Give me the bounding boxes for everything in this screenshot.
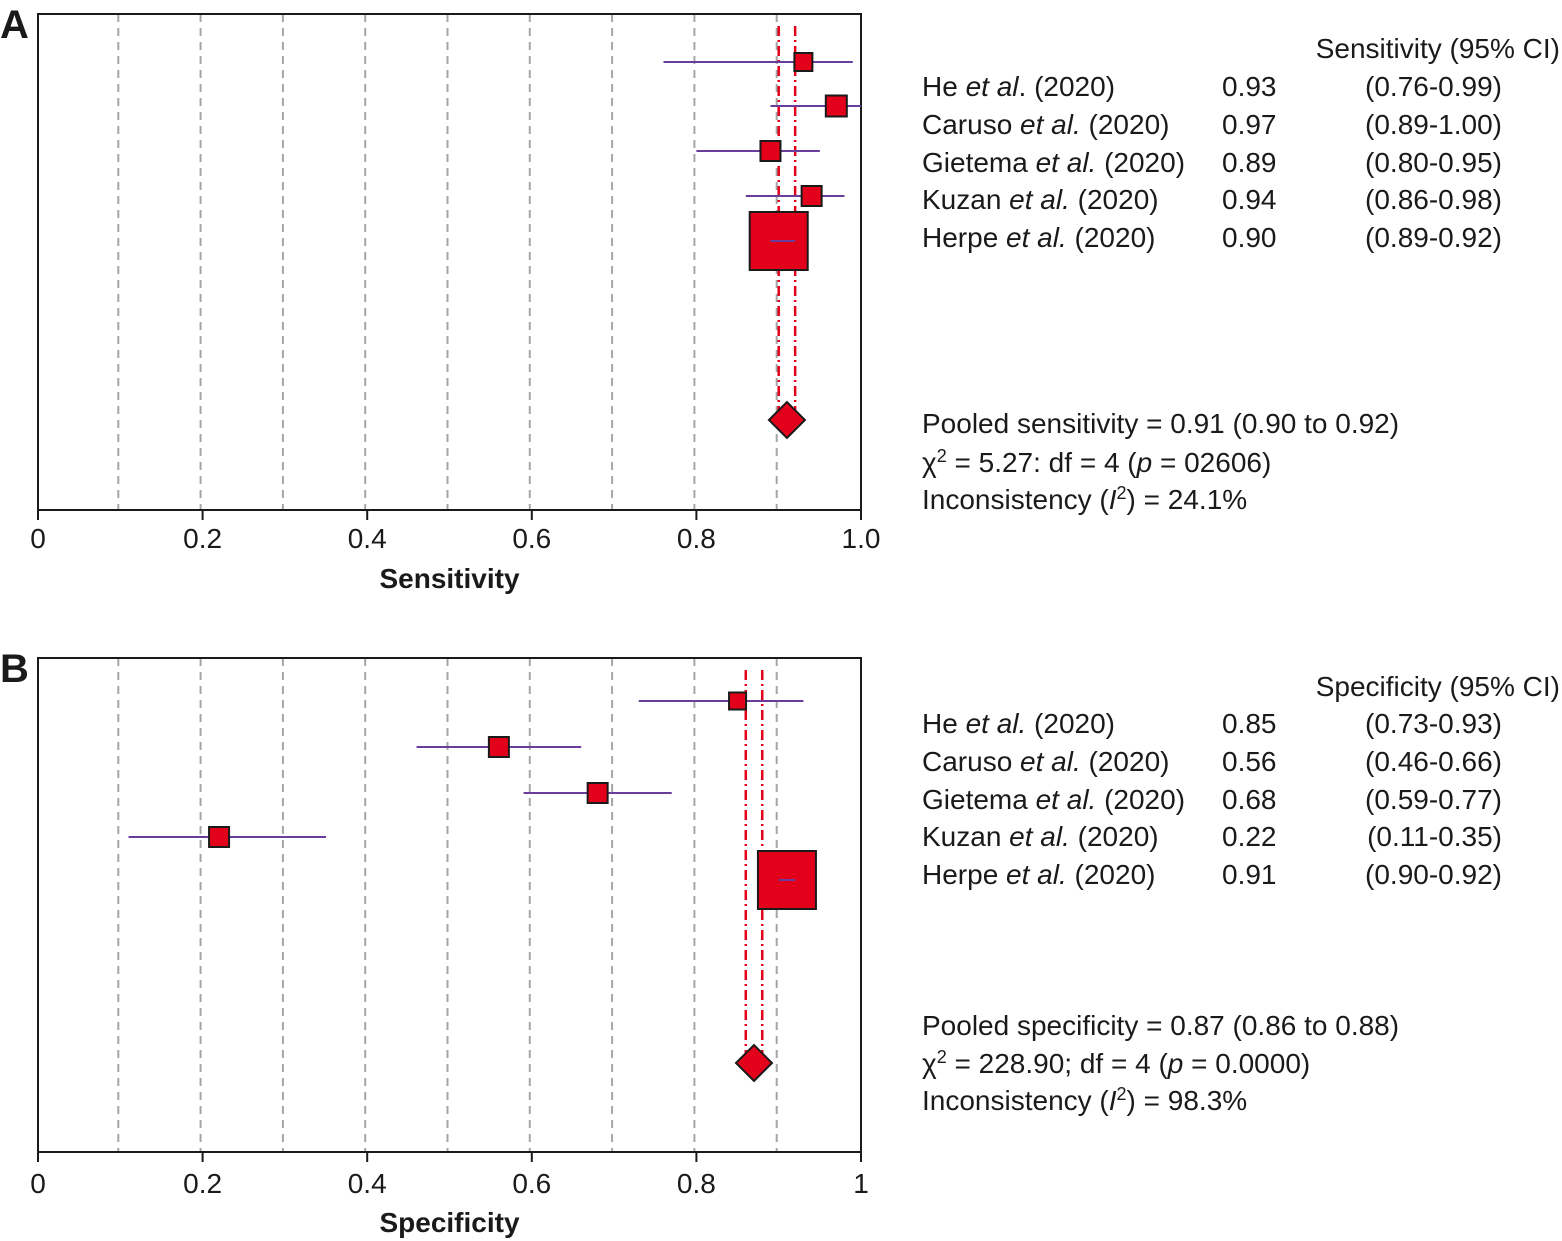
study-label: He et al. (2020) [922, 71, 1115, 102]
study-label: Caruso et al. (2020) [922, 746, 1169, 777]
x-tick-label: 0.8 [677, 523, 716, 554]
study-label: Gietema et al. (2020) [922, 784, 1185, 815]
study-ci-text: (0.46-0.66) [1365, 746, 1502, 777]
study-estimate: 0.97 [1222, 109, 1277, 140]
x-axis-label: Specificity [379, 1207, 519, 1238]
study-ci-text: (0.80-0.95) [1365, 147, 1502, 178]
study-box [728, 691, 748, 711]
study-label: Kuzan et al. (2020) [922, 821, 1159, 852]
study-label: Herpe et al. (2020) [922, 222, 1155, 253]
study-label: Kuzan et al. (2020) [922, 184, 1159, 215]
study-estimate: 0.91 [1222, 859, 1277, 890]
x-tick-label: 0.6 [512, 1168, 551, 1199]
study-ci-text: (0.86-0.98) [1365, 184, 1502, 215]
study-box [759, 140, 782, 162]
study-ci-text: (0.73-0.93) [1365, 708, 1502, 739]
study-box [586, 782, 609, 804]
x-tick-label: 0.2 [183, 1168, 222, 1199]
study-ci-text: (0.76-0.99) [1365, 71, 1502, 102]
x-tick-label: 0 [30, 1168, 46, 1199]
study-ci-text: (0.11-0.35) [1367, 821, 1502, 852]
pooled-diamond [734, 1043, 774, 1083]
x-tick-label: 0.6 [512, 523, 551, 554]
study-label: Caruso et al. (2020) [922, 109, 1169, 140]
x-tick-label: 1 [853, 1168, 869, 1199]
study-estimate: 0.22 [1222, 821, 1277, 852]
x-tick-label: 1.0 [842, 523, 881, 554]
x-axis-label: Sensitivity [379, 563, 519, 594]
x-tick-label: 0.8 [677, 1168, 716, 1199]
plot-frame [37, 13, 862, 511]
study-ci-text: (0.59-0.77) [1365, 784, 1502, 815]
study-estimate: 0.93 [1222, 71, 1277, 102]
study-estimate: 0.89 [1222, 147, 1277, 178]
study-label: Herpe et al. (2020) [922, 859, 1155, 890]
study-ci-text: (0.90-0.92) [1365, 859, 1502, 890]
summary-line: χ2 = 5.27: df = 4 (p = 02606) [922, 446, 1271, 478]
study-estimate: 0.85 [1222, 708, 1277, 739]
study-box [208, 826, 231, 848]
panel-letter: A [0, 3, 29, 47]
summary-line: Inconsistency (I2) = 98.3% [922, 1084, 1247, 1116]
x-tick-label: 0.4 [348, 523, 387, 554]
study-label: Gietema et al. (2020) [922, 147, 1185, 178]
study-box [824, 94, 848, 118]
summary-line: Pooled sensitivity = 0.91 (0.90 to 0.92) [922, 408, 1399, 439]
study-label: He et al. (2020) [922, 708, 1115, 739]
study-estimate: 0.56 [1222, 746, 1277, 777]
ci-column-header: Specificity (95% CI) [1316, 671, 1560, 702]
panel-b-specificity: B 0 0.2 0.4 0.6 0.8 1 Specificity Specificity (9… [0, 647, 1560, 1238]
pooled-diamond [767, 400, 807, 440]
x-tick-label: 0 [30, 523, 46, 554]
x-tick-label: 0.2 [183, 523, 222, 554]
study-box [800, 185, 823, 207]
summary-line: χ2 = 228.90; df = 4 (p = 0.0000) [922, 1047, 1310, 1079]
study-estimate: 0.68 [1222, 784, 1277, 815]
panel-a-sensitivity: A 0 0.2 0.4 0.6 0.8 1.0 Sensitivity Sensitivity … [0, 3, 1560, 594]
study-box [487, 736, 510, 758]
panel-letter: B [0, 647, 29, 691]
study-estimate: 0.94 [1222, 184, 1277, 215]
plot-frame [37, 657, 862, 1153]
study-estimate: 0.90 [1222, 222, 1277, 253]
x-tick-label: 0.4 [348, 1168, 387, 1199]
study-ci-text: (0.89-0.92) [1365, 222, 1502, 253]
summary-line: Inconsistency (I2) = 24.1% [922, 483, 1247, 515]
ci-column-header: Sensitivity (95% CI) [1316, 33, 1560, 64]
study-ci-text: (0.89-1.00) [1365, 109, 1502, 140]
study-box [793, 52, 814, 72]
summary-line: Pooled specificity = 0.87 (0.86 to 0.88) [922, 1010, 1399, 1041]
